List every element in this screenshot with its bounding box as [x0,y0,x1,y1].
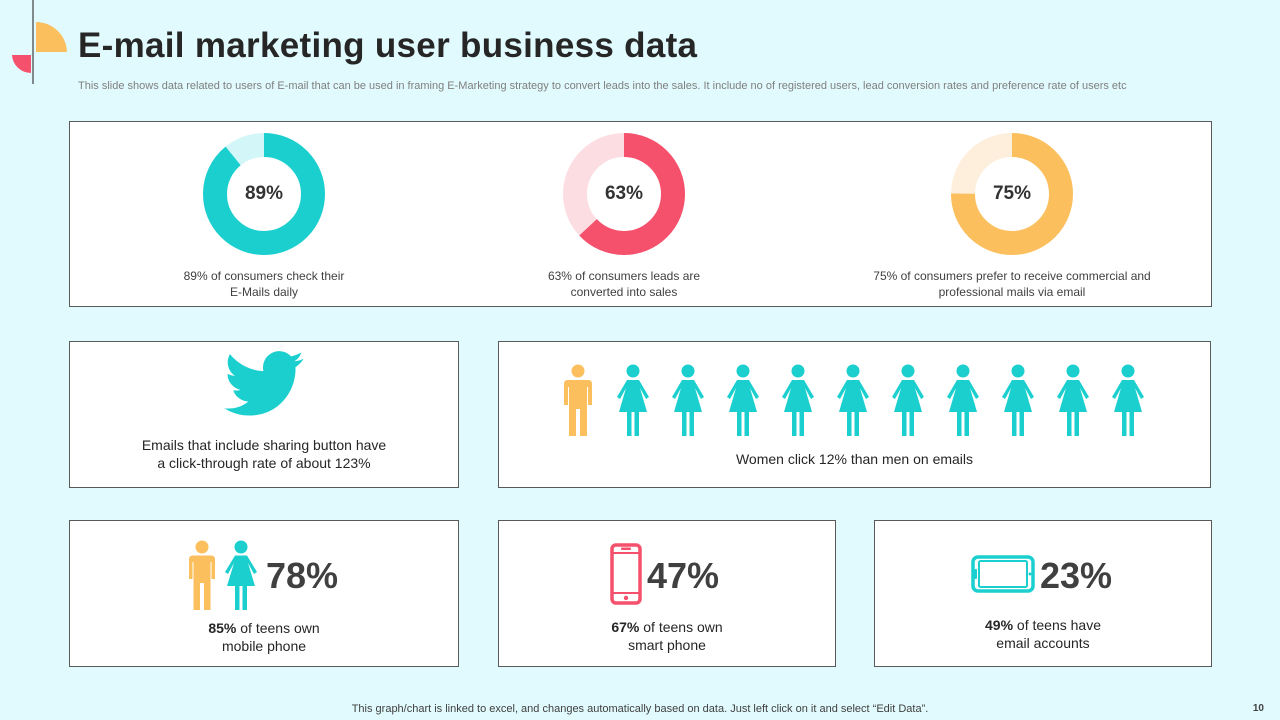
stat-caption-line2: smart phone [628,637,706,653]
donut-arc [951,133,1073,255]
donut-value: 75% [992,183,1032,204]
stat-card-email-accounts: 23% 49% of teens have email accounts [874,520,1212,667]
donut-chart [951,133,1073,255]
stat-caption: 67% of teens own smart phone [499,618,835,654]
stat-caption: 85% of teens own mobile phone [70,619,458,655]
stat-caption-line1: 49% of teens have [875,616,1211,634]
donut-caption: 63% of consumers leads are converted int… [504,268,744,300]
twitter-caption-line2: a click-through rate of about 123% [157,455,371,471]
woman-icon [892,364,924,436]
people-pictograph [561,364,1145,436]
twitter-caption-line1: Emails that include sharing button have [141,437,387,453]
donut-caption-line2: converted into sales [570,285,678,299]
stat-caption: 49% of teens have email accounts [875,616,1211,652]
women-click-caption: Women click 12% than men on emails [735,451,974,467]
donut-caption: 75% of consumers prefer to receive comme… [832,268,1192,300]
donut-arc [563,133,685,255]
smartphone-icon [610,543,642,605]
donut-value: 63% [604,183,644,204]
stat-caption-bold: 49% [985,617,1014,633]
donut-card-email-check: 89% 89% of consumers check their E-Mails… [144,132,384,300]
stat-caption-line1: 85% of teens own [70,619,458,637]
stat-caption-rest: of teens own [236,620,320,636]
twitter-bird-icon [224,351,304,416]
donut-caption-line1: 63% of consumers leads are [547,269,701,283]
stat-card-smart-phone: 47% 67% of teens own smart phone [498,520,836,667]
page-title: E-mail marketing user business data [78,26,698,65]
woman-icon [617,364,649,436]
footer-note: This graph/chart is linked to excel, and… [351,703,929,715]
page-number: 10 [1252,703,1264,714]
donut-value: 89% [244,183,284,204]
stat-caption-bold: 85% [208,620,237,636]
stat-card-mobile-phone: 78% 85% of teens own mobile phone [69,520,459,667]
woman-icon [1002,364,1034,436]
donut-chart [203,133,325,255]
stat-caption-rest: of teens own [639,619,723,635]
donut-panel: 89% 89% of consumers check their E-Mails… [69,121,1212,307]
stat-caption-line2: mobile phone [221,638,307,654]
page-subtitle: This slide shows data related to users o… [78,80,1127,92]
donut-caption: 89% of consumers check their E-Mails dai… [144,268,384,300]
woman-icon [672,364,704,436]
stat-caption-line2: email accounts [996,635,1090,651]
donut-caption-line2: E-Mails daily [229,285,298,299]
donut-caption-line2: professional mails via email [938,285,1086,299]
women-click-card: Women click 12% than men on emails [498,341,1211,488]
stat-big-value: 23% [1040,555,1113,596]
woman-icon [1057,364,1089,436]
twitter-card: Emails that include sharing button have … [69,341,459,488]
donut-arc [203,133,325,255]
woman-icon [727,364,759,436]
donut-caption-line1: 89% of consumers check their [183,269,345,283]
donut-chart [563,133,685,255]
donut-caption-line1: 75% of consumers prefer to receive comme… [873,269,1151,283]
donut-card-lead-conversion: 63% 63% of consumers leads are converted… [504,132,744,300]
man-woman-icon [189,540,257,610]
tablet-icon [971,555,1035,593]
stat-caption-bold: 67% [611,619,640,635]
woman-icon [947,364,979,436]
woman-icon [782,364,814,436]
woman-icon [1112,364,1144,436]
twitter-caption: Emails that include sharing button have … [70,436,458,472]
stat-big-value: 47% [647,555,720,596]
logo-shape [12,0,67,84]
woman-icon [837,364,869,436]
stat-caption-rest: of teens have [1013,617,1101,633]
man-icon [564,364,592,436]
stat-big-value: 78% [266,555,339,596]
donut-card-mail-preference: 75% 75% of consumers prefer to receive c… [832,132,1192,300]
stat-caption-line1: 67% of teens own [499,618,835,636]
